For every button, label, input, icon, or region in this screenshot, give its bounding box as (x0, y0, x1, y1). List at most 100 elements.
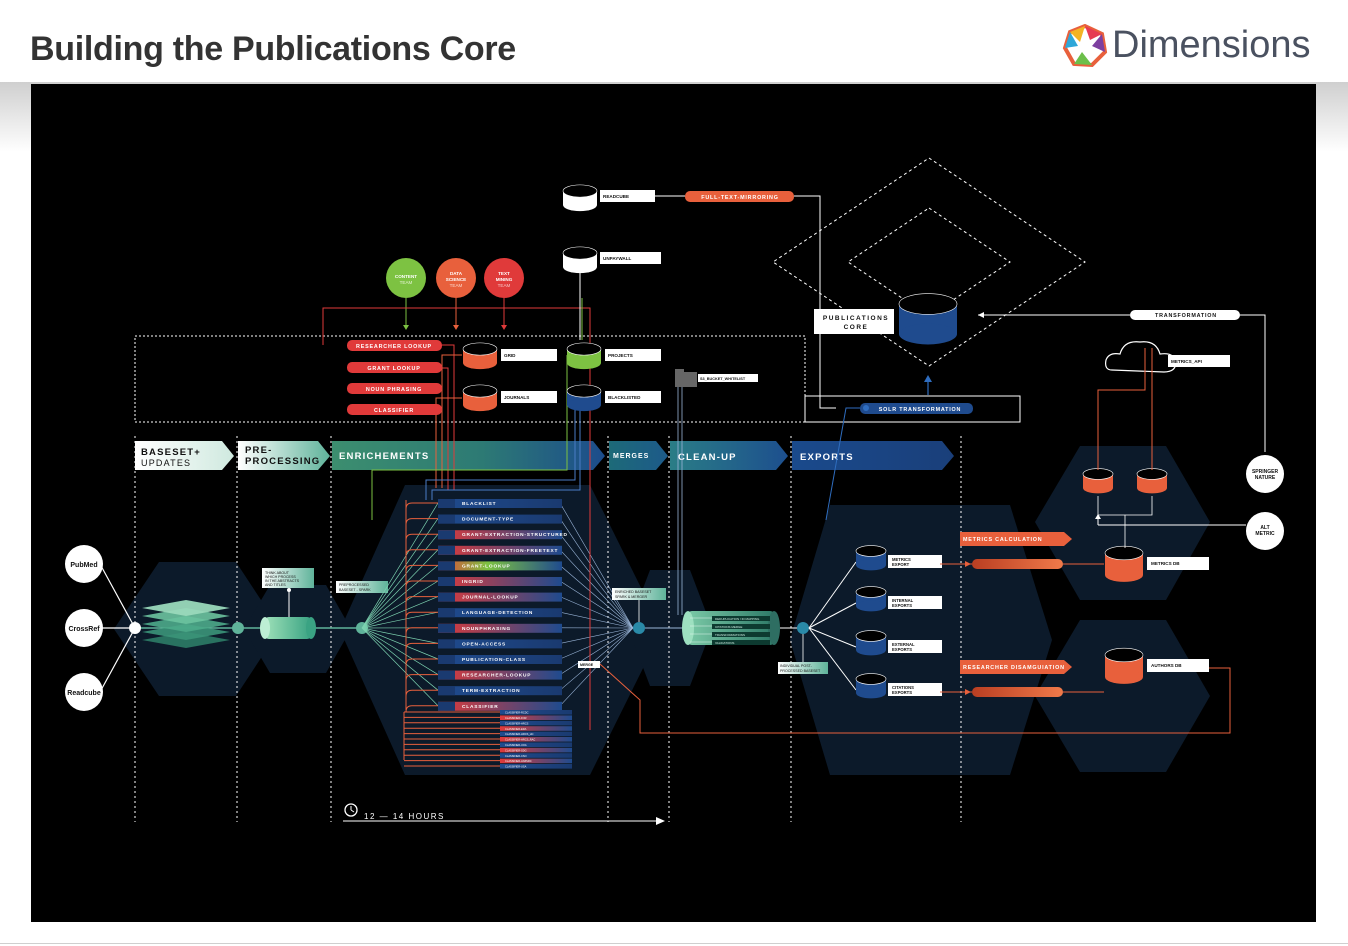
enrichment-bar (438, 608, 562, 618)
enrichment-bar (438, 577, 562, 586)
enrichment-bar (438, 623, 562, 633)
lookup-noun-phrasing-label: NOUN PHRASING (366, 387, 422, 393)
stage-preprocessing-banner (238, 441, 330, 470)
lookup-pills: RESEARCHER LOOKUP GRANT LOOKUP NOUN PHRA… (347, 340, 442, 415)
hex-backdrop (114, 446, 1210, 775)
metrics-db-label: METRICS DB (1151, 561, 1180, 566)
enrichment-bars: BLACKLIST DOCUMENT-TYPE GRANT-EXTRACTION-S… (438, 499, 567, 711)
springer-line1: SPRINGER (1252, 469, 1279, 475)
altmetric-node (1246, 512, 1284, 550)
enrichment-label: JOURNAL-LOOKUP (462, 595, 519, 601)
cleanup-step-bar (712, 632, 770, 637)
source-crossref (65, 609, 103, 647)
enrichment-label: INGRID (462, 579, 484, 585)
authors-db-icon (1104, 647, 1144, 684)
lookup-researcher (347, 340, 442, 351)
enrichment-bar (438, 655, 562, 664)
enrichment-label: DOCUMENT-TYPE (462, 517, 514, 523)
enrichment-bar-cap (438, 499, 455, 508)
fulltext-mirroring-pill (685, 191, 794, 202)
dimensions-logo: Dimensions (1062, 23, 1322, 68)
classifier-bar (500, 753, 572, 758)
stage-cleanup-label: CLEAN-UP (678, 452, 737, 463)
databases (462, 184, 1168, 684)
altmetric-line1: ALT (1260, 525, 1269, 531)
enrichment-bar (438, 499, 562, 508)
stage-exports-label: EXPORTS (800, 452, 854, 463)
export-label-line1: INTERNAL (892, 598, 914, 603)
merge-note-1: ENRICHED BASESET (615, 590, 652, 594)
enrichment-bar-cap (438, 608, 455, 618)
classifier-label: CLASSIFIER-HRCS_RAC (505, 738, 535, 742)
blacklisted-routing (425, 410, 581, 500)
text-mining-team-node (484, 258, 524, 298)
cleanup-cylinder: DEDUPLICATION / ID MAPPING CITATIONS MERG… (682, 611, 828, 674)
data-science-team-node (436, 258, 476, 298)
stage-dividers (134, 436, 962, 822)
stage-baseset-line1: BASESET+ (141, 447, 201, 458)
lookup-grant-label: GRANT LOOKUP (367, 366, 420, 372)
enrichment-label: CLASSIFIER (462, 704, 499, 710)
lookup-researcher-label: RESEARCHER LOOKUP (356, 344, 432, 350)
classifier-bar (500, 720, 572, 726)
researcher-disamb-label: RESEARCHER DISAMGUIATION (963, 665, 1065, 671)
content-team-line1: CONTENT (395, 274, 417, 279)
cleanup-out-2: PROCESSED BASESET (780, 669, 821, 673)
classifier-label: CLASSIFIER-ANZSRC (505, 759, 532, 763)
pipeline-diagram: BASESET+ UPDATES PRE- PROCESSING ENRICHE… (31, 84, 1316, 922)
preprocessing-pipe: THINK ABOUT WHICH PROCESS IN THE ABSTRAC… (244, 568, 388, 639)
lookup-classifier (347, 404, 442, 415)
header: Building the Publications Core Dimension… (0, 0, 1348, 83)
cleanup-step-label: CITATIONS MERGE (715, 625, 742, 629)
source-pubmed-label: PubMed (70, 562, 97, 569)
cleanup-out-1: INDIVIDUAL POST- (780, 664, 813, 668)
classifier-bar (500, 747, 572, 753)
export-label-line2: EXPORT (892, 562, 910, 567)
springer-line2: NATURE (1255, 475, 1276, 481)
springer-nature-node (1246, 455, 1284, 493)
stage-banners: BASESET+ UPDATES PRE- PROCESSING ENRICHE… (135, 441, 954, 470)
transformation-label: TRANSFORMATION (1155, 313, 1217, 319)
dimensions-logo-icon (1062, 23, 1108, 68)
classifier-label: CLASSIFIER-UOA (505, 743, 527, 747)
export-label-box (888, 555, 942, 568)
export-label-box (888, 596, 942, 609)
cleanup-step-bar (712, 616, 770, 621)
enrichment-bar-cap (438, 514, 455, 524)
enrichment-label: BLACKLIST (462, 501, 496, 507)
lookup-grant (347, 362, 442, 373)
content-team-node (386, 258, 426, 298)
export-db-icon (855, 630, 887, 656)
clock-icon (344, 803, 358, 817)
classifier-bar (500, 758, 572, 764)
stage-merges-banner (609, 441, 668, 470)
enrichment-bar-cap (438, 530, 455, 540)
enrichment-bar-cap (438, 545, 455, 555)
stage-exports-banner (792, 441, 954, 470)
enrichment-bar-cap (438, 577, 455, 586)
classifier-label: CLASSIFIER-SDG (505, 748, 527, 752)
enrichment-label: NOUNPHRASING (462, 626, 511, 632)
enrichment-bar-cap (438, 655, 455, 664)
enrichment-bar (438, 592, 562, 602)
baseset-layers-icon (141, 600, 244, 648)
classifier-bar (500, 731, 572, 737)
readcube-db-label: READCUBE (603, 194, 629, 199)
enrichment-bar-cap (438, 670, 455, 680)
enrichment-bar (438, 701, 562, 711)
preproc-note-3: IN THE ABSTRACTS (265, 579, 300, 583)
metrics-api-label: METRICS_API (1171, 359, 1202, 364)
publications-core-db-icon (898, 293, 958, 345)
timeline: 12 — 14 HOURS (343, 803, 665, 825)
metrics-db-icon (1104, 545, 1144, 582)
stage-baseset-line2: UPDATES (141, 458, 191, 468)
preproc-out-1: PREPROCESSED (339, 583, 369, 587)
classifier-label: CLASSIFIER-FOR (505, 716, 527, 720)
preproc-note-4: AND TITLES (265, 583, 286, 587)
classifier-bar (500, 715, 572, 720)
s3-bucket-icon: S3_BUCKET_WHITELIST (675, 369, 758, 615)
enrichment-bar (438, 639, 562, 649)
metrics-db-labels: METRICS DB AUTHORS DB (1097, 496, 1209, 672)
enrichment-bar-cap (438, 623, 455, 633)
text-mining-team-line1: TEXT (498, 271, 510, 276)
